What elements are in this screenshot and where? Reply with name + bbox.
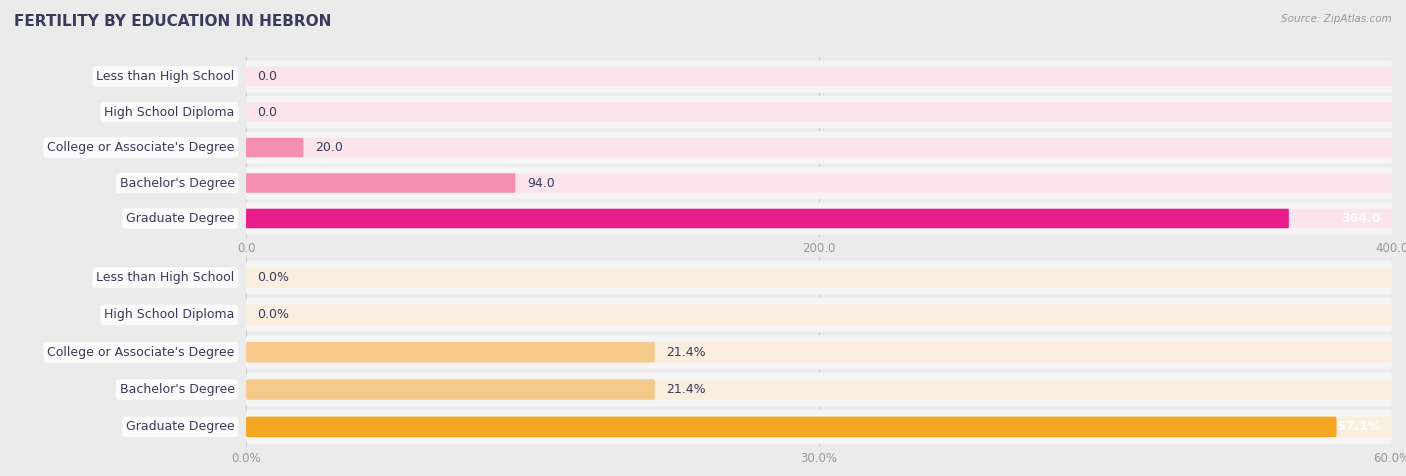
Text: Bachelor's Degree: Bachelor's Degree <box>120 383 235 396</box>
Text: 0.0: 0.0 <box>257 70 277 83</box>
Text: 20.0: 20.0 <box>315 141 343 154</box>
Text: 0.0%: 0.0% <box>257 308 290 321</box>
FancyBboxPatch shape <box>246 268 1392 288</box>
Text: FERTILITY BY EDUCATION IN HEBRON: FERTILITY BY EDUCATION IN HEBRON <box>14 14 332 30</box>
FancyBboxPatch shape <box>246 209 1289 228</box>
Text: 94.0: 94.0 <box>527 177 554 189</box>
Text: 0.0: 0.0 <box>257 106 277 119</box>
FancyBboxPatch shape <box>246 373 1392 407</box>
FancyBboxPatch shape <box>246 167 1392 199</box>
Text: Graduate Degree: Graduate Degree <box>127 420 235 434</box>
FancyBboxPatch shape <box>246 138 1392 157</box>
FancyBboxPatch shape <box>246 379 1392 400</box>
FancyBboxPatch shape <box>246 416 1337 437</box>
FancyBboxPatch shape <box>246 96 1392 128</box>
FancyBboxPatch shape <box>246 342 1392 363</box>
FancyBboxPatch shape <box>246 410 1392 444</box>
FancyBboxPatch shape <box>246 335 1392 369</box>
FancyBboxPatch shape <box>246 60 1392 93</box>
FancyBboxPatch shape <box>246 260 1392 295</box>
Text: 21.4%: 21.4% <box>666 346 706 359</box>
FancyBboxPatch shape <box>246 298 1392 332</box>
Text: High School Diploma: High School Diploma <box>104 308 235 321</box>
Text: 364.0: 364.0 <box>1341 212 1381 225</box>
FancyBboxPatch shape <box>246 202 1392 235</box>
FancyBboxPatch shape <box>246 379 655 400</box>
Text: College or Associate's Degree: College or Associate's Degree <box>48 346 235 359</box>
Text: Less than High School: Less than High School <box>97 271 235 284</box>
FancyBboxPatch shape <box>246 131 1392 164</box>
Text: Bachelor's Degree: Bachelor's Degree <box>120 177 235 189</box>
FancyBboxPatch shape <box>246 138 304 157</box>
FancyBboxPatch shape <box>246 342 655 363</box>
Text: High School Diploma: High School Diploma <box>104 106 235 119</box>
Text: Less than High School: Less than High School <box>97 70 235 83</box>
FancyBboxPatch shape <box>246 416 1392 437</box>
FancyBboxPatch shape <box>246 173 516 193</box>
Text: 0.0%: 0.0% <box>257 271 290 284</box>
FancyBboxPatch shape <box>246 209 1392 228</box>
Text: College or Associate's Degree: College or Associate's Degree <box>48 141 235 154</box>
FancyBboxPatch shape <box>246 305 1392 325</box>
FancyBboxPatch shape <box>246 102 1392 122</box>
FancyBboxPatch shape <box>246 173 1392 193</box>
Text: 57.1%: 57.1% <box>1337 420 1381 434</box>
Text: 21.4%: 21.4% <box>666 383 706 396</box>
Text: Source: ZipAtlas.com: Source: ZipAtlas.com <box>1281 14 1392 24</box>
Text: Graduate Degree: Graduate Degree <box>127 212 235 225</box>
FancyBboxPatch shape <box>246 67 1392 86</box>
